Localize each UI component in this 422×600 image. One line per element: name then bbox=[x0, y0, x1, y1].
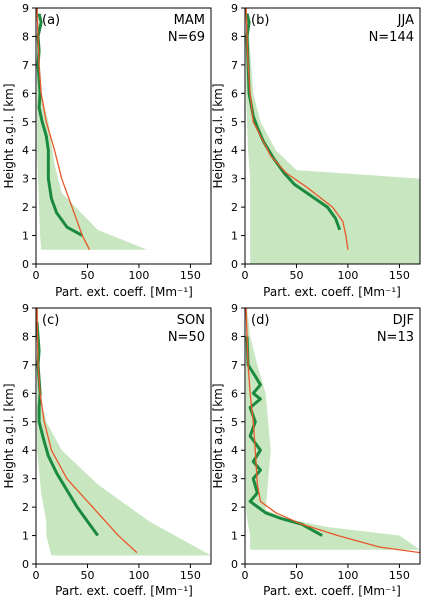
panel-a-xtick-label: 0 bbox=[33, 269, 40, 282]
panel-a-xtick-label: 100 bbox=[128, 269, 149, 282]
panel-b-mean-line bbox=[245, 7, 349, 250]
panel-d-ytick-label: 5 bbox=[231, 416, 238, 429]
panel-c-count: N=50 bbox=[168, 330, 205, 345]
panel-b-ytick-label: 7 bbox=[231, 59, 238, 72]
panel-d-ytick-label: 7 bbox=[231, 359, 238, 372]
panel-a-ytick-label: 0 bbox=[22, 258, 29, 271]
panel-b-xtick-label: 150 bbox=[389, 269, 410, 282]
panel-a-ytick-label: 7 bbox=[22, 59, 29, 72]
panel-c-xtick-label: 100 bbox=[128, 569, 149, 582]
panel-d-xtick-label: 0 bbox=[242, 569, 249, 582]
panel-c-ytick-label: 8 bbox=[22, 330, 29, 343]
panel-b-variability-band bbox=[246, 8, 420, 264]
panel-d-ytick-label: 0 bbox=[231, 558, 238, 571]
panel-d-xlabel: Part. ext. coeff. [Mm⁻¹] bbox=[263, 584, 401, 598]
panel-c-median-line bbox=[35, 322, 99, 537]
panel-d-frame bbox=[244, 307, 421, 565]
panel-c-ytick-label: 5 bbox=[22, 416, 29, 429]
panel-a-ytick-label: 3 bbox=[22, 173, 29, 186]
panel-b: (b) JJA N=144 Height a.g.l. [km] Part. e… bbox=[211, 2, 421, 299]
panel-a-xtick-label: 50 bbox=[80, 269, 94, 282]
panel-b-ytick-label: 1 bbox=[231, 230, 238, 243]
panel-d-xtick-label: 150 bbox=[389, 569, 410, 582]
panel-b-frame bbox=[244, 7, 421, 265]
panel-d-variability-band bbox=[246, 308, 420, 550]
panel-b-ytick-label: 3 bbox=[231, 173, 238, 186]
panel-b-xlabel: Part. ext. coeff. [Mm⁻¹] bbox=[263, 285, 401, 299]
panel-a-ytick-label: 6 bbox=[22, 87, 29, 100]
panel-a-count: N=69 bbox=[168, 30, 205, 45]
panel-c-ytick-label: 2 bbox=[22, 501, 29, 514]
panel-d-median-line bbox=[245, 336, 323, 537]
panel-c-ytick-label: 4 bbox=[22, 444, 29, 457]
panel-a-variability-band bbox=[37, 8, 148, 250]
panel-b-xtick-label: 100 bbox=[337, 269, 358, 282]
panel-c-frame bbox=[35, 307, 212, 565]
panel-a-ytick-label: 2 bbox=[22, 201, 29, 214]
panel-b-ytick-label: 4 bbox=[231, 144, 238, 157]
panel-a-xlabel: Part. ext. coeff. [Mm⁻¹] bbox=[55, 285, 193, 299]
panel-b-count: N=144 bbox=[369, 30, 414, 45]
panel-d-ytick-label: 9 bbox=[231, 302, 238, 315]
panel-a-ytick-label: 1 bbox=[22, 230, 29, 243]
panel-b-ytick-label: 6 bbox=[231, 87, 238, 100]
panel-c-ytick-label: 6 bbox=[22, 387, 29, 400]
panel-d: (d) DJF N=13 Height a.g.l. [km] Part. ex… bbox=[211, 302, 421, 598]
panel-d-ytick-label: 3 bbox=[231, 473, 238, 486]
panel-b-label: (b) bbox=[251, 13, 269, 28]
panel-c-ytick-label: 7 bbox=[22, 359, 29, 372]
panel-a-season: MAM bbox=[174, 13, 205, 28]
panel-c-ytick-label: 1 bbox=[22, 530, 29, 543]
panel-c: (c) SON N=50 Height a.g.l. [km] Part. ex… bbox=[2, 302, 212, 598]
panel-a-ytick-label: 8 bbox=[22, 30, 29, 43]
panel-c-xtick-label: 0 bbox=[33, 569, 40, 582]
panel-d-mean-line bbox=[245, 307, 421, 554]
panel-c-ytick-label: 0 bbox=[22, 558, 29, 571]
panel-a-label: (a) bbox=[42, 13, 60, 28]
panel-a-ytick-label: 5 bbox=[22, 116, 29, 129]
panel-b-season: JJA bbox=[397, 13, 414, 28]
panel-b-ytick-label: 0 bbox=[231, 258, 238, 271]
panel-c-xtick-label: 50 bbox=[80, 569, 94, 582]
panel-b-ytick-label: 5 bbox=[231, 116, 238, 129]
panel-d-season: DJF bbox=[393, 313, 414, 328]
panel-a-mean-line bbox=[36, 7, 91, 251]
panel-d-ytick-label: 1 bbox=[231, 530, 238, 543]
panel-d-ytick-label: 6 bbox=[231, 387, 238, 400]
panel-d-ylabel: Height a.g.l. [km] bbox=[211, 383, 225, 488]
panel-c-season: SON bbox=[177, 313, 205, 328]
panel-b-ytick-label: 2 bbox=[231, 201, 238, 214]
panel-c-mean-line bbox=[36, 307, 138, 554]
panel-b-ytick-label: 9 bbox=[231, 2, 238, 15]
panel-c-ytick-label: 3 bbox=[22, 473, 29, 486]
panel-d-count: N=13 bbox=[377, 330, 414, 345]
panel-d-label: (d) bbox=[251, 313, 269, 328]
panel-d-ytick-label: 8 bbox=[231, 330, 238, 343]
panel-a-ytick-label: 9 bbox=[22, 2, 29, 15]
panel-c-label: (c) bbox=[42, 313, 59, 328]
panel-d-xtick-label: 100 bbox=[337, 569, 358, 582]
panel-d-xtick-label: 50 bbox=[289, 569, 303, 582]
panel-b-ylabel: Height a.g.l. [km] bbox=[211, 83, 225, 188]
panel-b-ytick-label: 8 bbox=[231, 30, 238, 43]
panel-a: (a) MAM N=69 Height a.g.l. [km] Part. ex… bbox=[2, 2, 212, 299]
panel-c-ytick-label: 9 bbox=[22, 302, 29, 315]
panel-d-ytick-label: 2 bbox=[231, 501, 238, 514]
panel-c-variability-band bbox=[37, 308, 211, 556]
panel-d-ytick-label: 4 bbox=[231, 444, 238, 457]
panel-a-ytick-label: 4 bbox=[22, 144, 29, 157]
panel-a-frame bbox=[35, 7, 212, 265]
panel-c-ylabel: Height a.g.l. [km] bbox=[2, 383, 16, 488]
panel-a-ylabel: Height a.g.l. [km] bbox=[2, 83, 16, 188]
panel-c-xlabel: Part. ext. coeff. [Mm⁻¹] bbox=[55, 584, 193, 598]
panel-c-xtick-label: 150 bbox=[180, 569, 201, 582]
panel-b-xtick-label: 0 bbox=[242, 269, 249, 282]
panel-a-xtick-label: 150 bbox=[180, 269, 201, 282]
panel-b-xtick-label: 50 bbox=[289, 269, 303, 282]
